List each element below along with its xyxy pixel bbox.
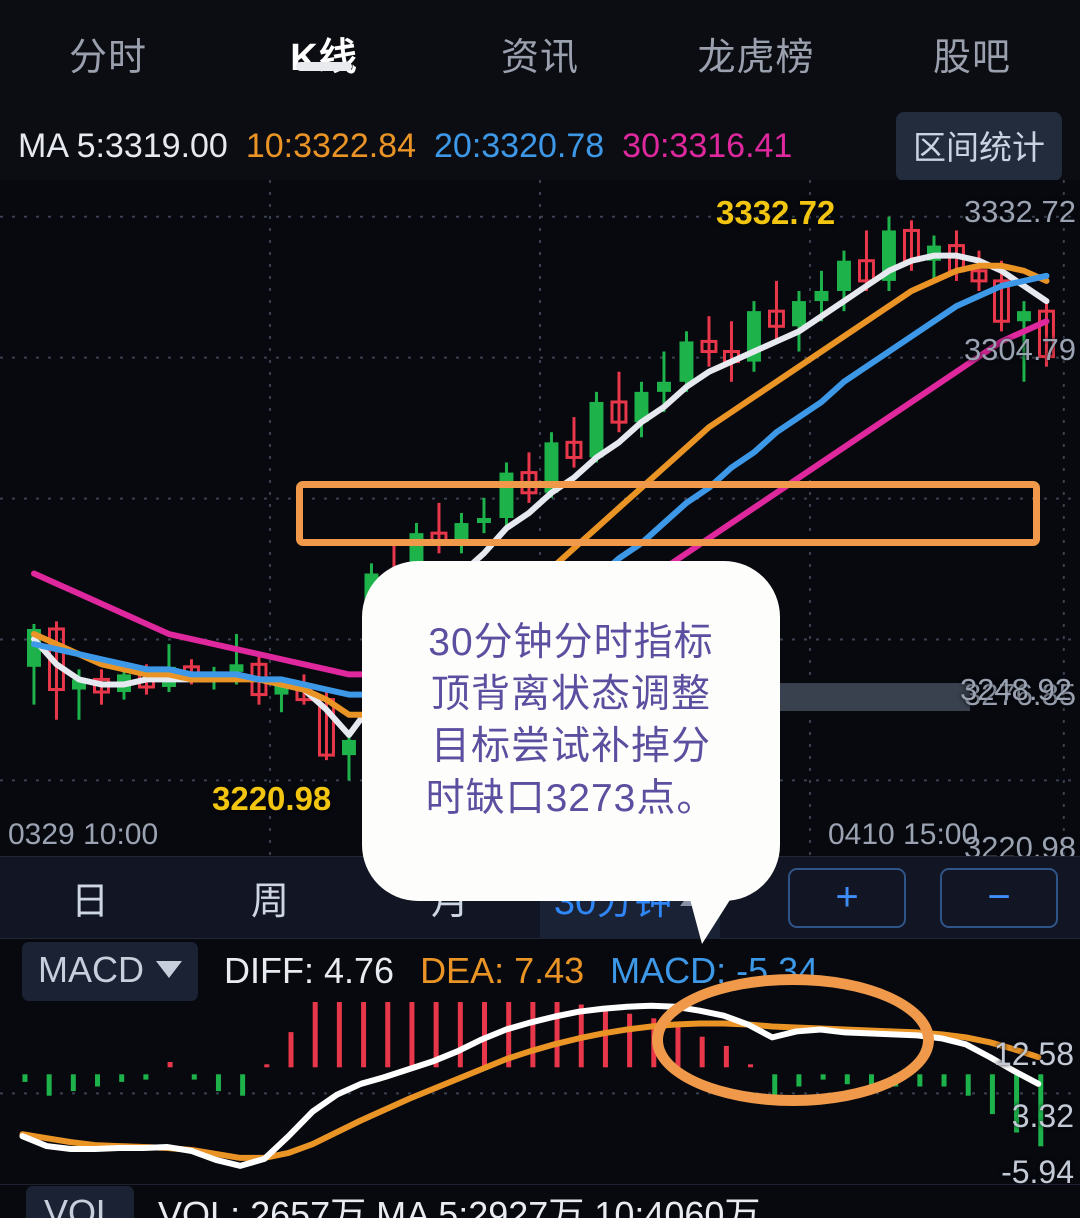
period-label: 日 xyxy=(70,881,109,923)
price-axis-label: 3220.98 xyxy=(963,830,1076,856)
tab-longhubang[interactable]: 龙虎榜 xyxy=(648,0,864,81)
period-label: 周 xyxy=(250,881,289,923)
tab-label: 股吧 xyxy=(932,37,1011,79)
top-tab-bar: 分时 K线 资讯 龙虎榜 股吧 xyxy=(0,0,1080,113)
bubble-line: 时缺口3273点。 xyxy=(425,776,717,820)
macd-divergence-ellipse xyxy=(652,974,934,1106)
macd-indicator-label: MACD xyxy=(38,948,144,990)
macd-dea-value: DEA: 7.43 xyxy=(420,950,585,991)
tab-kline[interactable]: K线 xyxy=(216,0,432,81)
tab-label: 分时 xyxy=(68,37,147,79)
price-axis-label: 3276.85 xyxy=(963,677,1076,712)
range-statistics-button[interactable]: 区间统计 xyxy=(896,112,1062,181)
active-tab-indicator xyxy=(296,62,352,71)
tab-label: 资讯 xyxy=(500,37,579,79)
ma5-value: MA 5:3319.00 xyxy=(18,127,228,165)
high-annotation: 3332.72 xyxy=(716,194,836,231)
macd-axis-label: 3.32 xyxy=(1011,1098,1074,1134)
speech-bubble-text: 30分钟分时指标 顶背离状态调整 目标尝试补掉分 时缺口3273点。 xyxy=(362,561,780,824)
zoom-out-button[interactable]: − xyxy=(940,867,1058,928)
price-axis-label: 3304.79 xyxy=(963,332,1076,367)
price-axis-label-mid: 3248.92 xyxy=(959,672,1072,707)
bubble-line: 目标尝试补掉分 xyxy=(430,724,711,768)
time-axis-left: 0329 10:00 xyxy=(8,818,159,851)
vol-indicator-selector[interactable]: VOL xyxy=(26,1186,135,1218)
speech-bubble: 30分钟分时指标 顶背离状态调整 目标尝试补掉分 时缺口3273点。 xyxy=(362,561,780,901)
macd-diff-value: DIFF: 4.76 xyxy=(224,950,395,991)
period-button-week[interactable]: 周 xyxy=(180,856,360,939)
vol-row: VOL VOL: 2657万 MA 5:2927万 10:4060万 xyxy=(0,1186,1080,1218)
macd-indicator-selector[interactable]: MACD xyxy=(22,941,198,1001)
speech-bubble-tail xyxy=(680,862,754,944)
ma10-value: 10:3322.84 xyxy=(245,127,416,165)
ma-legend-row: MA 5:3319.00 10:3322.84 20:3320.78 30:33… xyxy=(0,112,1080,181)
tab-label: 龙虎榜 xyxy=(697,37,815,79)
zoom-in-button[interactable]: + xyxy=(788,867,906,928)
ma30-value: 30:3316.41 xyxy=(622,127,793,165)
zoom-controls: + − xyxy=(788,867,1080,928)
macd-axis-label: 12.58 xyxy=(993,1036,1074,1072)
price-axis-label: 3332.72 xyxy=(963,194,1076,229)
macd-header-row: MACD DIFF: 4.76 DEA: 7.43 MACD: -5.34 xyxy=(0,940,1080,1002)
period-button-day[interactable]: 日 xyxy=(0,856,180,939)
macd-axis-label: -5.94 xyxy=(1001,1154,1074,1185)
low-annotation: 3220.98 xyxy=(212,780,332,817)
bubble-line: 30分钟分时指标 xyxy=(428,621,714,664)
vol-values: VOL: 2657万 MA 5:2927万 10:4060万 xyxy=(158,1194,761,1218)
tab-fenshi[interactable]: 分时 xyxy=(0,0,216,81)
ma20-value: 20:3320.78 xyxy=(434,127,605,165)
tab-news[interactable]: 资讯 xyxy=(432,0,648,81)
chevron-down-icon xyxy=(156,961,182,978)
tab-guba[interactable]: 股吧 xyxy=(864,0,1080,81)
bubble-line: 顶背离状态调整 xyxy=(430,672,711,716)
time-axis-right: 0410 15:00 xyxy=(828,818,979,851)
tab-label: K线 xyxy=(290,37,358,79)
